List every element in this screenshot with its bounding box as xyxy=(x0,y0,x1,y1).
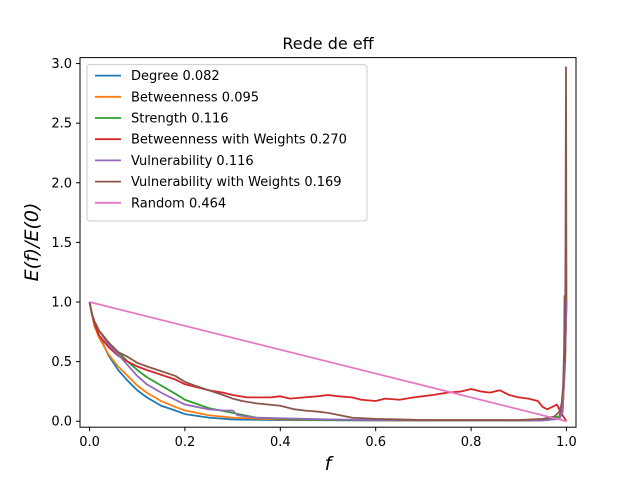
legend-label: Betweenness 0.095 xyxy=(131,90,259,105)
y-axis: 0.0 0.5 1.0 1.5 2.0 2.5 3.0 xyxy=(51,57,80,430)
series-line-5 xyxy=(88,66,568,421)
y-tick-label: 3.0 xyxy=(51,57,72,72)
legend-label: Strength 0.116 xyxy=(131,112,229,127)
x-tick-label: 1.0 xyxy=(556,435,577,450)
y-tick-label: 1.5 xyxy=(51,236,72,251)
plot-area xyxy=(88,66,568,423)
legend-label: Random 0.464 xyxy=(131,196,226,211)
y-axis-label: E(f)/E(0) xyxy=(21,203,43,282)
x-tick-label: 0.6 xyxy=(365,435,386,450)
x-tick-label: 0.0 xyxy=(79,435,100,450)
legend-label: Betweenness with Weights 0.270 xyxy=(131,133,347,148)
x-axis-label: f xyxy=(325,453,335,475)
series-line-6 xyxy=(89,301,567,423)
x-tick-label: 0.2 xyxy=(175,435,196,450)
y-tick-label: 2.0 xyxy=(51,176,72,191)
y-tick-label: 1.0 xyxy=(51,296,72,311)
y-tick-label: 0.0 xyxy=(51,415,72,430)
x-axis: 0.0 0.2 0.4 0.6 0.8 1.0 xyxy=(79,427,577,450)
legend-label: Vulnerability 0.116 xyxy=(131,154,254,169)
legend-label: Vulnerability with Weights 0.169 xyxy=(131,175,342,190)
y-tick-label: 2.5 xyxy=(51,117,72,132)
legend-box xyxy=(86,64,368,222)
legend: Degree 0.082 Betweenness 0.095 Strength 0.… xyxy=(86,64,368,222)
legend-label: Degree 0.082 xyxy=(131,69,220,84)
y-tick-label: 0.5 xyxy=(51,355,72,370)
x-tick-label: 0.8 xyxy=(461,435,482,450)
x-tick-label: 0.4 xyxy=(270,435,291,450)
series-line-3 xyxy=(88,301,568,422)
chart-title: Rede de eff xyxy=(282,34,374,53)
